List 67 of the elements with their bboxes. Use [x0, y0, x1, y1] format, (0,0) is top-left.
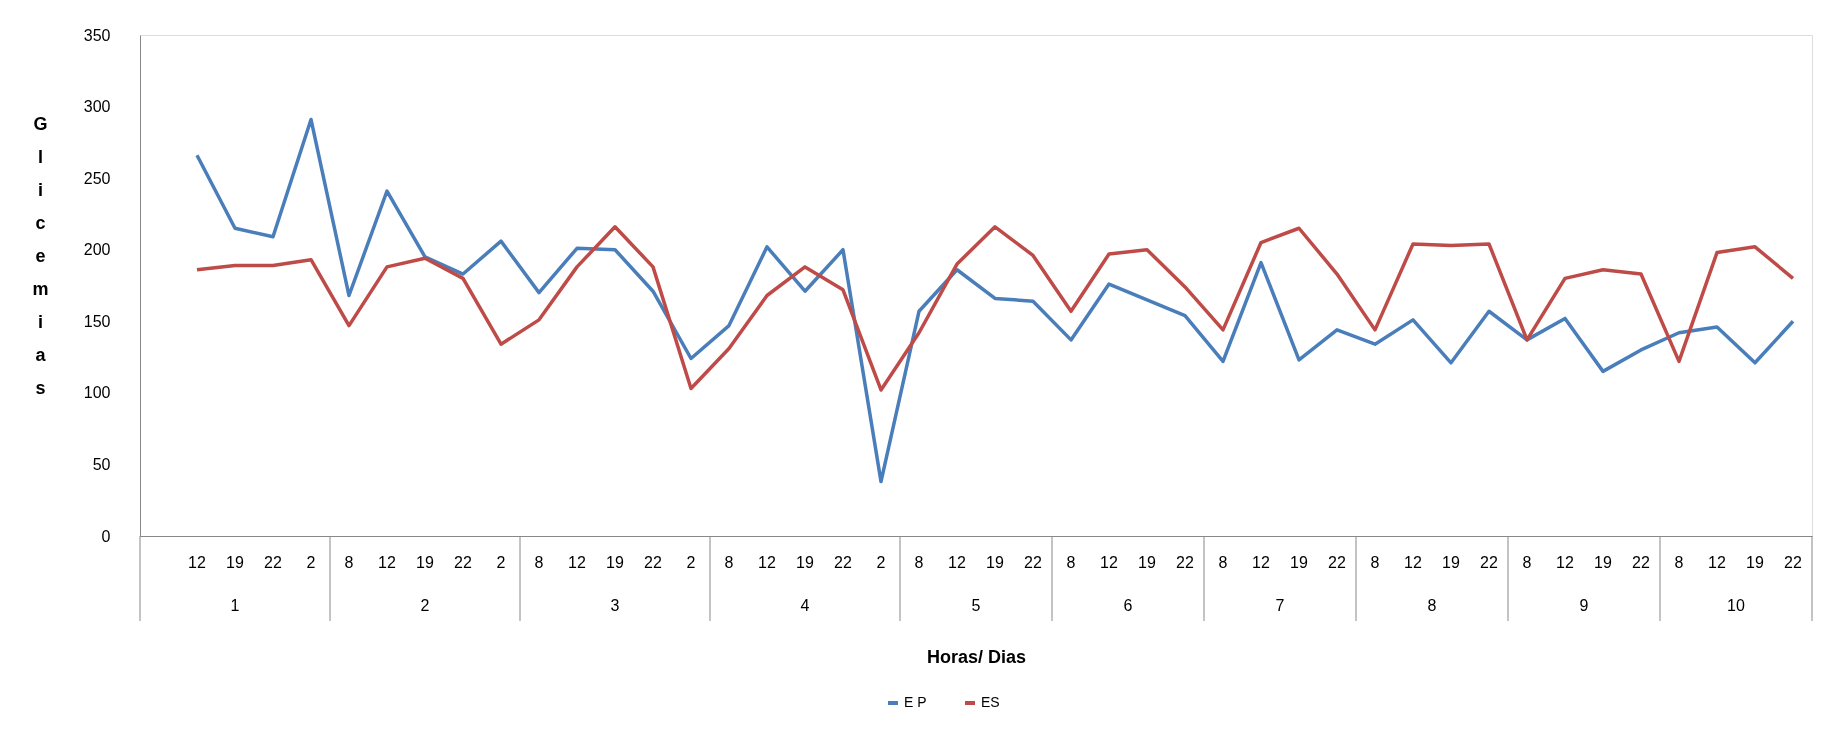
legend-label: E P	[904, 694, 927, 710]
y-tick-label: 350	[83, 26, 111, 44]
x-tick-label: 8	[1370, 554, 1380, 571]
x-tick-label: 8	[1674, 554, 1684, 571]
text: 5	[971, 597, 981, 614]
x-tick-label: 22	[1328, 554, 1346, 571]
x-tick-label: 12	[1404, 554, 1422, 571]
x-tick-label: 22	[1024, 554, 1042, 571]
x-tick-label: 22	[1784, 554, 1802, 571]
text: Glicemias	[32, 113, 49, 398]
text: 1	[230, 597, 240, 614]
y-tick-label: 150	[83, 312, 111, 330]
x-tick-label: 22	[1480, 554, 1498, 571]
x-tick-label: 19	[1746, 554, 1764, 571]
x-tick-label: 22	[1632, 554, 1650, 571]
x-tick-label: 12	[188, 554, 206, 571]
x-tick-label: 22	[454, 554, 472, 571]
x-axis-title: Horas/ Dias	[926, 646, 1027, 667]
x-tick-label: 12	[1100, 554, 1118, 571]
x-tick-label: 19	[1442, 554, 1460, 571]
text: 8	[1427, 597, 1437, 614]
x-tick-label: 22	[1176, 554, 1194, 571]
text: 9	[1579, 597, 1589, 614]
line-series	[195, 117, 1795, 484]
x-tick-label: 22	[834, 554, 852, 571]
y-tick-label: 250	[83, 169, 111, 187]
x-tick-label: 19	[606, 554, 624, 571]
text: 10	[1727, 597, 1745, 614]
y-tick-label: 300	[83, 98, 111, 116]
line-series	[195, 225, 1795, 392]
x-tick-label: 19	[226, 554, 244, 571]
x-tick-label: 8	[1522, 554, 1532, 571]
x-tick-label: 8	[914, 554, 924, 571]
x-tick-label: 8	[1066, 554, 1076, 571]
x-tick-label: 2	[876, 554, 886, 571]
y-tick-label: 200	[83, 241, 111, 259]
y-tick-label: 0	[101, 527, 111, 545]
x-tick-label: 19	[1138, 554, 1156, 571]
x-tick-label: 12	[948, 554, 966, 571]
x-tick-label: 2	[496, 554, 506, 571]
x-tick-label: 2	[686, 554, 696, 571]
x-tick-label: 8	[534, 554, 544, 571]
legend-label: ES	[981, 694, 1000, 710]
x-tick-label: 8	[1218, 554, 1228, 571]
text: 4	[800, 597, 810, 614]
text: 3	[610, 597, 620, 614]
text: 6	[1123, 597, 1133, 614]
x-tick-label: 12	[378, 554, 396, 571]
y-tick-label: 50	[92, 455, 111, 473]
x-tick-label: 22	[644, 554, 662, 571]
x-tick-label: 19	[416, 554, 434, 571]
y-tick-label: 100	[83, 384, 111, 402]
x-tick-label: 2	[306, 554, 316, 571]
x-tick-label: 19	[986, 554, 1004, 571]
x-tick-label: 8	[344, 554, 354, 571]
x-tick-label: 8	[724, 554, 734, 571]
x-tick-label: 12	[1252, 554, 1270, 571]
text: 2	[420, 597, 430, 614]
x-tick-label: 12	[568, 554, 586, 571]
x-tick-label: 19	[796, 554, 814, 571]
x-tick-label: 12	[1556, 554, 1574, 571]
x-tick-label: 19	[1594, 554, 1612, 571]
x-tick-label: 22	[264, 554, 282, 571]
text: 7	[1275, 597, 1285, 614]
x-tick-label: 12	[1708, 554, 1726, 571]
x-tick-label: 12	[758, 554, 776, 571]
x-tick-label: 19	[1290, 554, 1308, 571]
